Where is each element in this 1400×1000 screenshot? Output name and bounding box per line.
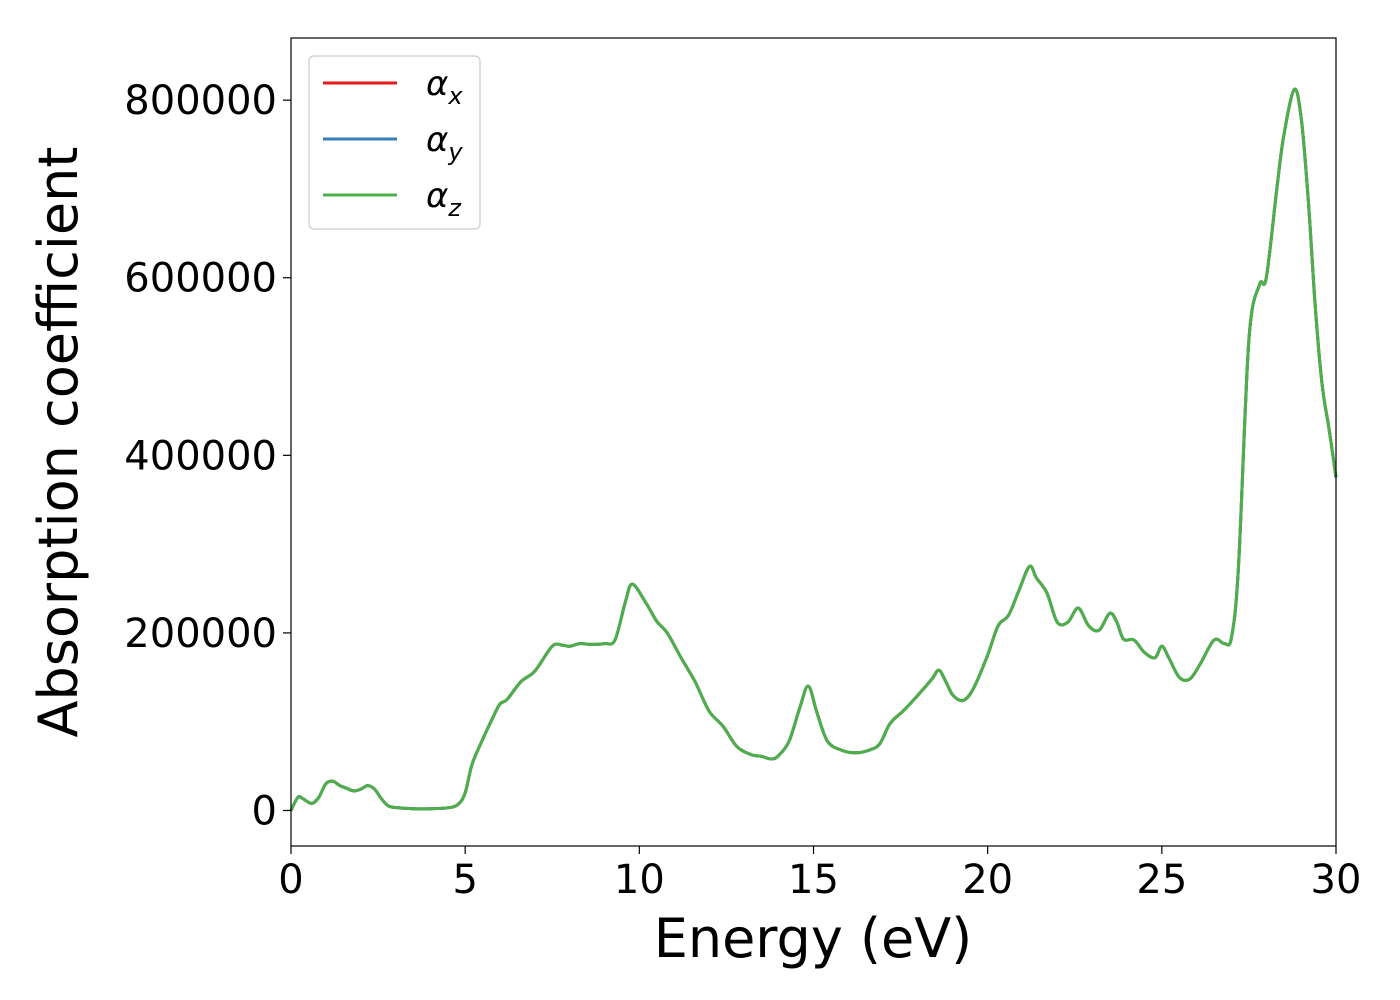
y-tick-label: 0	[252, 788, 277, 834]
legend-label: αy	[426, 120, 463, 166]
x-axis: 0 5 10 15 20 25 30	[278, 846, 1361, 903]
x-tick-label: 25	[1136, 857, 1187, 903]
x-tick-label: 15	[788, 857, 839, 903]
x-tick-label: 0	[278, 857, 303, 903]
series-line-z	[289, 87, 1338, 812]
y-axis-title: Absorption coefficient	[27, 147, 90, 738]
series-lines	[289, 87, 1338, 812]
y-tick-label: 800000	[124, 78, 277, 124]
x-tick-label: 30	[1311, 857, 1362, 903]
y-axis: 0 200000 400000 600000 800000	[124, 78, 291, 834]
x-tick-label: 20	[962, 857, 1013, 903]
y-tick-label: 200000	[124, 611, 277, 657]
x-tick-label: 10	[614, 857, 665, 903]
legend: αx αy αz	[308, 55, 481, 230]
legend-label: αx	[426, 64, 463, 110]
y-tick-label: 600000	[124, 256, 277, 302]
x-axis-title: Energy (eV)	[654, 907, 973, 970]
legend-label: αz	[426, 176, 462, 222]
y-tick-label: 400000	[124, 433, 277, 479]
x-tick-label: 5	[452, 857, 477, 903]
legend-frame	[308, 55, 481, 230]
